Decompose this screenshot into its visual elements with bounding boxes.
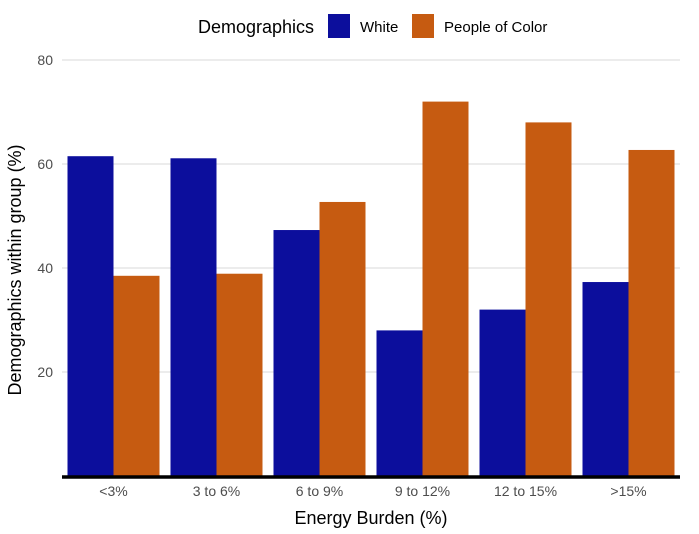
y-tick-label: 20	[37, 364, 53, 380]
bar-white-5	[582, 282, 629, 476]
y-tick-label: 40	[37, 260, 53, 276]
bars	[67, 101, 675, 477]
bar-white-2	[273, 230, 320, 476]
bar-white-4	[479, 309, 526, 476]
legend: Demographics White People of Color	[198, 14, 547, 38]
x-tick-label: 3 to 6%	[193, 483, 240, 499]
bar-people-of-color-1	[216, 273, 263, 476]
bar-white-3	[376, 330, 423, 476]
y-tick-labels: 20 40 60 80	[37, 52, 53, 380]
bar-people-of-color-3	[422, 101, 469, 476]
bar-people-of-color-5	[628, 149, 675, 476]
y-tick-label: 60	[37, 156, 53, 172]
bar-white-1	[170, 158, 217, 476]
y-tick-label: 80	[37, 52, 53, 68]
legend-key-people-of-color	[412, 14, 434, 38]
gridlines	[62, 59, 680, 373]
legend-label-people-of-color: People of Color	[444, 19, 547, 36]
y-axis-title: Demographics within group (%)	[5, 144, 25, 395]
legend-title: Demographics	[198, 17, 314, 37]
x-tick-label: 6 to 9%	[296, 483, 343, 499]
x-tick-label: <3%	[99, 483, 127, 499]
x-tick-label: 9 to 12%	[395, 483, 450, 499]
legend-key-white	[328, 14, 350, 38]
bar-people-of-color-2	[319, 201, 366, 476]
legend-label-white: White	[360, 19, 398, 36]
x-tick-labels: <3% 3 to 6% 6 to 9% 9 to 12% 12 to 15% >15%	[99, 483, 646, 499]
x-tick-label: >15%	[610, 483, 646, 499]
bar-people-of-color-4	[525, 122, 572, 477]
x-axis-title: Energy Burden (%)	[294, 508, 447, 528]
bar-people-of-color-0	[113, 275, 160, 476]
x-tick-label: 12 to 15%	[494, 483, 557, 499]
bar-white-0	[67, 156, 114, 476]
